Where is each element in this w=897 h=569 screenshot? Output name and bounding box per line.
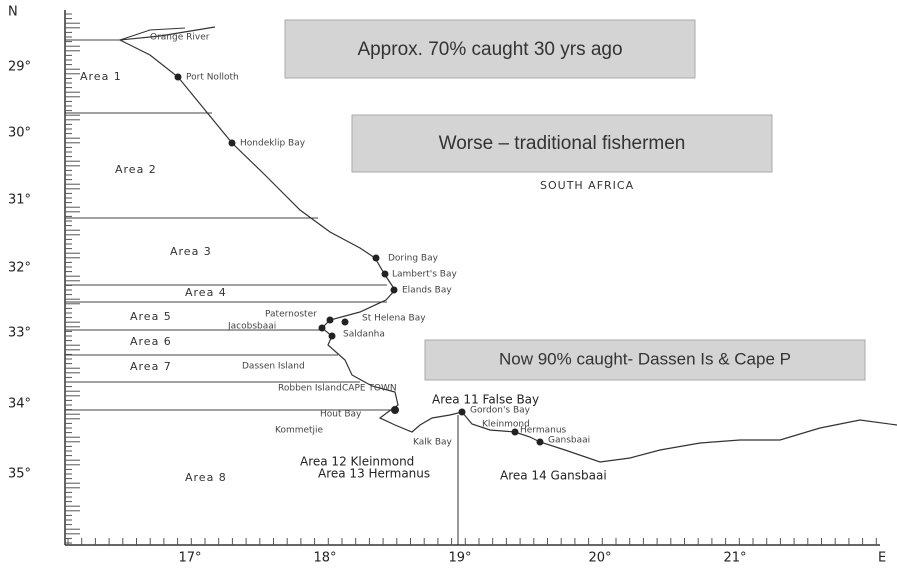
place-label: Hermanus xyxy=(520,426,567,436)
frame xyxy=(64,10,880,546)
place-label: Paternoster xyxy=(265,310,317,320)
area-label: Area 11 False Bay xyxy=(432,393,539,407)
area-label: Area 8 xyxy=(185,471,227,484)
lon-label: 18° xyxy=(313,551,336,566)
callout: Now 90% caught- Dassen Is & Cape P xyxy=(499,349,791,368)
area-dividers xyxy=(65,39,395,411)
place-label: St Helena Bay xyxy=(362,314,426,324)
towns xyxy=(174,73,544,446)
area-label: Area 4 xyxy=(185,286,227,299)
place-label: Saldanha xyxy=(343,330,385,340)
area-label: Area 1 xyxy=(80,70,122,83)
lon-label: 17° xyxy=(178,551,201,566)
place-label: Dassen Island xyxy=(242,362,305,372)
coastline xyxy=(117,26,897,463)
area-label: Area 13 Hermanus xyxy=(318,467,430,481)
place-label: Elands Bay xyxy=(402,286,452,296)
callout: Approx. 70% caught 30 yrs ago xyxy=(357,39,622,60)
place-label: Robben Island xyxy=(278,384,342,394)
area-label: Area 2 xyxy=(115,163,157,176)
lon-label: 20° xyxy=(588,551,611,566)
callout: Worse – traditional fishermen xyxy=(439,133,686,154)
place-label: Jacobsbaai xyxy=(227,322,276,332)
place-label: CAPE TOWN xyxy=(342,384,397,394)
callout-box xyxy=(351,114,773,173)
lat-label: 32° xyxy=(8,261,31,276)
place-label: Gansbaai xyxy=(548,436,590,446)
place-label: Orange River xyxy=(150,33,210,43)
place-label: Gordon's Bay xyxy=(470,406,531,416)
place-label: Hondeklip Bay xyxy=(240,139,306,149)
place-label: Lambert's Bay xyxy=(392,270,457,280)
east-label: E xyxy=(878,551,886,566)
lat-label: 34° xyxy=(8,397,31,412)
region-label: SOUTH AFRICA xyxy=(540,179,634,192)
axis-ticks xyxy=(65,13,877,545)
place-label: Doring Bay xyxy=(388,254,439,264)
lat-label: 30° xyxy=(8,126,31,141)
place-label: Kommetjie xyxy=(275,426,324,436)
area-label: Area 7 xyxy=(130,360,172,373)
area-label: Area 14 Gansbaai xyxy=(500,469,607,483)
orange-river xyxy=(119,27,186,41)
place-label: Hout Bay xyxy=(320,410,362,420)
lon-label: 19° xyxy=(448,551,471,566)
place-label: Port Nolloth xyxy=(186,73,239,83)
north-label: N xyxy=(8,5,18,20)
lat-label: 31° xyxy=(8,193,31,208)
lat-label: 33° xyxy=(8,326,31,341)
lat-label: 29° xyxy=(8,60,31,75)
place-label: Kleinmond xyxy=(482,420,530,430)
area-label: Area 5 xyxy=(130,310,172,323)
lat-label: 35° xyxy=(8,467,31,482)
callout-box xyxy=(424,339,866,381)
area-label: Area 12 Kleinmond xyxy=(300,455,414,469)
area-label: Area 6 xyxy=(130,335,172,348)
place-label: Kalk Bay xyxy=(413,438,453,448)
callout-box xyxy=(284,19,696,79)
area-label: Area 3 xyxy=(170,245,212,258)
lon-label: 21° xyxy=(723,551,746,566)
